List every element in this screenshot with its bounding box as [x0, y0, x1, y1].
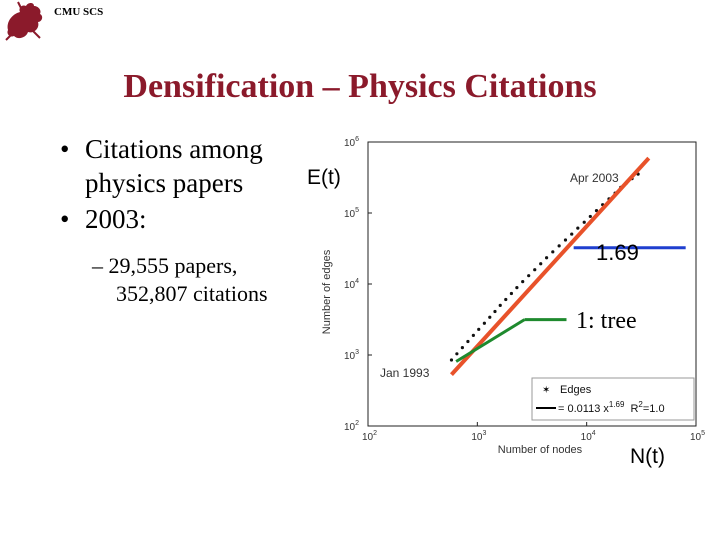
edge-point — [460, 346, 464, 350]
bullet-1-line-2: physics papers — [85, 168, 244, 198]
x-tick-label: 105 — [690, 430, 705, 443]
et-label: E(t) — [307, 166, 341, 189]
edge-point — [594, 209, 599, 213]
edge-point — [563, 238, 568, 242]
edge-point — [471, 333, 475, 337]
end-annotation: Apr 2003 — [570, 171, 619, 185]
x-tick-label: 102 — [362, 430, 377, 443]
legend-edges-label: Edges — [560, 384, 592, 396]
edge-point — [576, 226, 580, 230]
densification-chart: 102 103 104 105 102 103 104 105 106 Number of n… — [321, 136, 705, 456]
edge-point — [570, 232, 574, 236]
legend-fit-label: = 0.0113 x1.69 R2=1.0 — [558, 400, 665, 415]
edge-point — [504, 297, 508, 302]
sub-bullet-line-1: – 29,555 papers, — [92, 253, 238, 278]
slide-title: Densification – Physics Citations — [123, 68, 597, 105]
tree-indicator-line — [455, 318, 526, 363]
legend-r2-value: =1.0 — [643, 403, 665, 415]
tree-label: 1: tree — [576, 308, 637, 334]
edge-point — [466, 339, 470, 344]
bullet-1-line-1: Citations among — [85, 134, 263, 164]
legend-r2-exp: 2 — [638, 400, 643, 409]
edge-point — [521, 280, 525, 284]
edge-point — [539, 262, 543, 266]
legend-marker: ✶ — [542, 385, 550, 396]
edge-point — [509, 291, 514, 296]
legend-fit-exp: 1.69 — [609, 400, 625, 409]
y-axis-label: Number of edges — [321, 249, 333, 334]
edge-point — [455, 352, 459, 356]
edge-point — [544, 256, 549, 260]
edge-point — [533, 268, 537, 272]
y-tick-label: 105 — [344, 207, 359, 220]
legend-fit-prefix: = 0.0113 x — [558, 403, 609, 415]
nt-label: N(t) — [630, 445, 665, 468]
x-axis-label: Number of nodes — [498, 444, 583, 456]
edge-point — [482, 321, 486, 325]
logo-icon — [5, 1, 43, 41]
legend: ✶ Edges = 0.0113 x1.69 R2=1.0 — [531, 377, 695, 421]
edge-point — [551, 250, 555, 254]
slope-label: 1.69 — [596, 240, 639, 265]
edge-point — [557, 244, 561, 248]
edge-point — [449, 358, 454, 362]
x-tick-label: 103 — [471, 430, 486, 443]
legend-box — [531, 377, 695, 421]
y-tick-label: 104 — [344, 278, 359, 291]
sub-bullet-line-2: 352,807 citations — [116, 281, 268, 306]
bullet-marker: • — [60, 134, 70, 164]
header-org: CMU SCS — [54, 6, 104, 18]
axes-box — [367, 141, 697, 427]
fit-line — [449, 156, 651, 376]
edge-point — [515, 285, 519, 290]
edge-point — [527, 274, 531, 278]
y-tick-label: 103 — [344, 349, 359, 362]
x-tick-label: 104 — [581, 430, 596, 443]
edge-point — [477, 327, 481, 331]
start-annotation: Jan 1993 — [380, 366, 430, 380]
y-tick-label: 102 — [344, 420, 359, 433]
bullet-marker: • — [60, 204, 70, 234]
edge-point — [488, 315, 492, 319]
edge-point — [582, 220, 586, 224]
edge-point — [493, 309, 497, 314]
x-tick-labels: 102 103 104 105 — [362, 422, 705, 443]
edge-point — [588, 214, 592, 219]
edge-point — [498, 303, 502, 307]
legend-fit-r: R — [630, 403, 638, 415]
bullet-2: 2003: — [85, 204, 147, 234]
y-tick-label: 106 — [344, 136, 359, 149]
